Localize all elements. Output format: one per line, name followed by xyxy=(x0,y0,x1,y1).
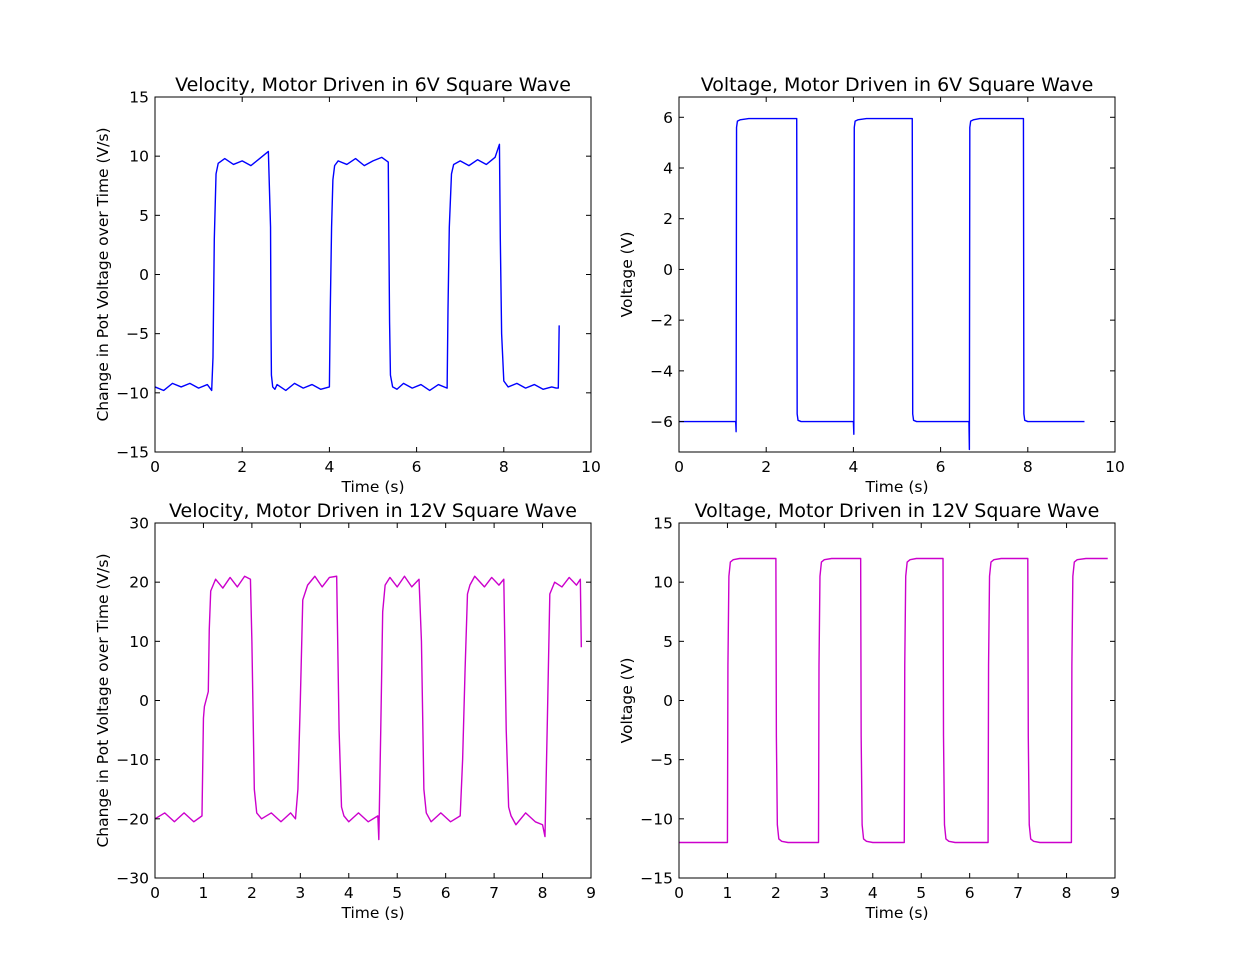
subplot-2: 0 2 4 6 8 10 −6 −4 −2 0 2 4 6 Voltage, Motor Driven i… xyxy=(618,74,1125,496)
x-tick-label: 7 xyxy=(1013,884,1023,902)
x-tick-label: 3 xyxy=(819,884,829,902)
x-tick-label: 7 xyxy=(489,884,499,902)
x-tick-label: 4 xyxy=(848,458,858,476)
y-tick-label: 10 xyxy=(129,148,149,166)
subplot-4: 0 1 2 3 4 5 6 7 8 9 −15 −10 −5 0 5 10 15 Voltage, Motor D… xyxy=(618,500,1120,922)
y-axis-label: Change in Pot Voltage over Time (V/s) xyxy=(94,553,112,847)
x-tick-label: 4 xyxy=(868,884,878,902)
x-tick-label: 9 xyxy=(1110,884,1120,902)
y-tick-label: −4 xyxy=(650,362,673,380)
y-tick-label: −15 xyxy=(640,870,673,888)
y-tick-label: 2 xyxy=(663,210,673,228)
y-tick-label: 5 xyxy=(663,633,673,651)
y-tick-label: −10 xyxy=(116,751,149,769)
x-tick-label: 10 xyxy=(581,458,601,476)
y-tick-label: 0 xyxy=(139,266,149,284)
y-tick-label: −10 xyxy=(116,384,149,402)
axes-frame xyxy=(154,96,592,453)
x-tick-label: 6 xyxy=(936,458,946,476)
y-axis-label: Voltage (V) xyxy=(618,658,636,744)
x-axis-label: Time (s) xyxy=(340,904,404,922)
y-tick-label: 0 xyxy=(139,692,149,710)
y-tick-label: 15 xyxy=(653,515,673,533)
x-tick-label: 0 xyxy=(674,884,684,902)
y-tick-label: 6 xyxy=(663,109,673,127)
y-tick-label: −20 xyxy=(116,810,149,828)
chart-title: Velocity, Motor Driven in 12V Square Wav… xyxy=(169,500,577,522)
series-line xyxy=(679,557,1108,844)
x-tick-label: 0 xyxy=(674,458,684,476)
x-tick-label: 4 xyxy=(324,458,334,476)
y-tick-label: 0 xyxy=(663,261,673,279)
axes-frame xyxy=(154,522,592,879)
x-tick-label: 8 xyxy=(499,458,509,476)
subplot-1: 0 2 4 6 8 10 −15 −10 −5 0 5 10 15 Velocity, Motor Dri… xyxy=(94,74,601,496)
y-tick-label: −15 xyxy=(116,444,149,462)
chart-title: Voltage, Motor Driven in 12V Square Wave xyxy=(695,500,1100,522)
y-tick-label: −30 xyxy=(116,870,149,888)
y-tick-label: 0 xyxy=(663,692,673,710)
y-axis-label: Change in Pot Voltage over Time (V/s) xyxy=(94,127,112,421)
subplot-3: 0 1 2 3 4 5 6 7 8 9 −30 −20 −10 0 10 20 30 Velocity, Moto… xyxy=(94,500,596,922)
x-tick-label: 0 xyxy=(150,884,160,902)
x-tick-label: 1 xyxy=(723,884,733,902)
x-tick-label: 6 xyxy=(965,884,975,902)
y-tick-label: 10 xyxy=(653,574,673,592)
y-tick-label: 5 xyxy=(139,207,149,225)
y-tick-label: 4 xyxy=(663,160,673,178)
x-tick-label: 9 xyxy=(586,884,596,902)
y-tick-label: −2 xyxy=(650,312,673,330)
x-axis-label: Time (s) xyxy=(864,904,928,922)
x-tick-label: 10 xyxy=(1105,458,1125,476)
axes-frame xyxy=(678,522,1116,879)
y-tick-label: −5 xyxy=(650,751,673,769)
x-tick-label: 8 xyxy=(1023,458,1033,476)
x-tick-label: 2 xyxy=(237,458,247,476)
x-tick-label: 2 xyxy=(247,884,257,902)
x-axis-label: Time (s) xyxy=(864,478,928,496)
x-tick-label: 4 xyxy=(344,884,354,902)
series-line xyxy=(679,117,1085,451)
x-tick-label: 3 xyxy=(295,884,305,902)
y-tick-label: −6 xyxy=(650,413,673,431)
y-tick-label: −10 xyxy=(640,810,673,828)
x-tick-label: 0 xyxy=(150,458,160,476)
x-tick-label: 2 xyxy=(771,884,781,902)
x-tick-label: 5 xyxy=(392,884,402,902)
y-axis-label: Voltage (V) xyxy=(618,232,636,318)
x-tick-label: 6 xyxy=(412,458,422,476)
x-tick-label: 5 xyxy=(916,884,926,902)
x-tick-label: 1 xyxy=(199,884,209,902)
series-line xyxy=(154,575,583,841)
y-tick-label: 20 xyxy=(129,574,149,592)
x-tick-label: 2 xyxy=(761,458,771,476)
series-line xyxy=(154,143,560,392)
y-tick-label: −5 xyxy=(126,325,149,343)
x-tick-label: 8 xyxy=(1062,884,1072,902)
y-tick-label: 30 xyxy=(129,515,149,533)
y-tick-label: 15 xyxy=(129,89,149,107)
axes-frame xyxy=(678,96,1116,453)
chart-title: Voltage, Motor Driven in 6V Square Wave xyxy=(701,74,1094,96)
x-axis-label: Time (s) xyxy=(340,478,404,496)
y-tick-label: 10 xyxy=(129,633,149,651)
x-tick-label: 8 xyxy=(538,884,548,902)
chart-title: Velocity, Motor Driven in 6V Square Wave xyxy=(175,74,571,96)
x-tick-label: 6 xyxy=(441,884,451,902)
